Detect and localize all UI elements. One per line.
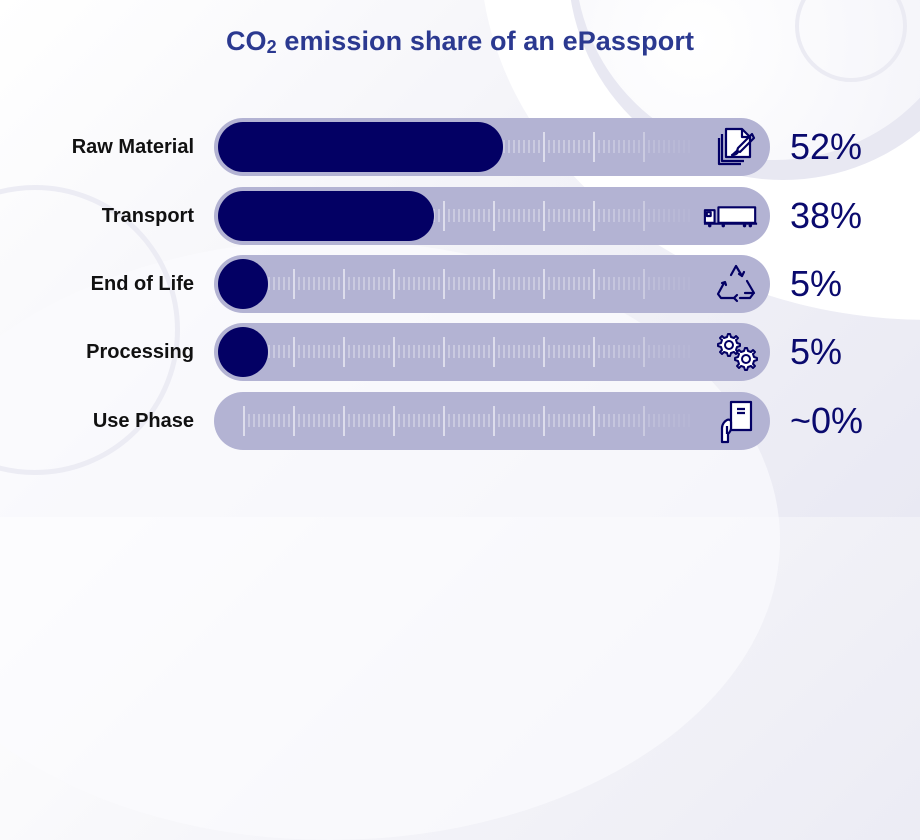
bar-fill <box>218 191 434 241</box>
ruler-ticks <box>243 269 690 299</box>
ruler-ticks <box>243 337 690 367</box>
bar-track <box>214 118 770 176</box>
ruler-ticks <box>243 406 690 436</box>
title-prefix: CO <box>225 26 267 56</box>
bar-label: Transport <box>101 205 194 227</box>
bar-value: 52% <box>790 126 863 167</box>
hand-holding-passport-icon <box>720 400 753 444</box>
bar-track <box>214 392 770 450</box>
truck-icon <box>703 206 758 228</box>
bar-label: Use Phase <box>92 410 194 432</box>
document-brush-icon <box>717 127 756 166</box>
recycle-icon <box>716 264 756 303</box>
bar-value: 5% <box>790 263 843 304</box>
bar-fill <box>218 122 503 172</box>
bar-value: 38% <box>790 195 863 236</box>
title-subscript: 2 <box>266 37 277 57</box>
bar-label: Processing <box>86 341 194 363</box>
bar-row-transport: Transport 38% <box>0 187 920 245</box>
bar-value: ~0% <box>790 400 864 441</box>
bar-row-processing: Processing 5% <box>0 323 920 381</box>
bar-fill <box>218 259 268 309</box>
bar-label: End of Life <box>90 273 194 295</box>
gears-icon <box>717 333 758 371</box>
bar-track <box>214 323 770 381</box>
bar-value: 5% <box>790 331 843 372</box>
chart-title: CO2 emission share of an ePassport <box>0 26 920 58</box>
bar-row-raw-material: Raw Material 52% <box>0 118 920 176</box>
bar-row-use-phase: Use Phase ~0% <box>0 392 920 450</box>
bar-track <box>214 187 770 245</box>
bar-row-end-of-life: End of Life 5% <box>0 255 920 313</box>
title-suffix: emission share of an ePassport <box>276 26 695 56</box>
bar-fill <box>218 327 268 377</box>
bar-label: Raw Material <box>71 136 194 158</box>
bar-track <box>214 255 770 313</box>
